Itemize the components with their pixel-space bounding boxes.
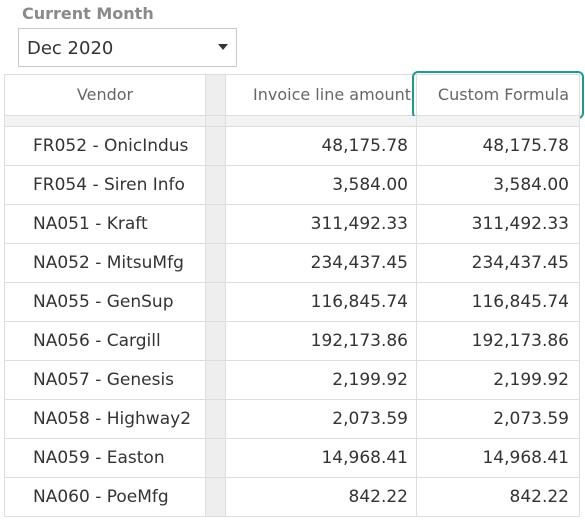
custom-formula-cell: 3,584.00 — [417, 166, 580, 204]
column-header-invoice-line-amount[interactable]: Invoice line amount — [226, 75, 417, 115]
invoice-line-amount-cell: 842.22 — [226, 478, 417, 516]
vendor-table: Vendor Invoice line amount Custom Formul… — [4, 71, 584, 517]
table-spacer-row — [4, 116, 580, 127]
invoice-line-amount-cell: 2,073.59 — [226, 400, 417, 438]
table-body: FR052 - OnicIndus 48,175.78 48,175.78 FR054… — [4, 127, 580, 517]
column-gutter — [205, 205, 226, 243]
custom-formula-cell: 14,968.41 — [417, 439, 580, 477]
invoice-line-amount-cell: 3,584.00 — [226, 166, 417, 204]
column-gutter — [205, 127, 226, 165]
column-gutter — [205, 361, 226, 399]
vendor-cell: FR054 - Siren Info — [4, 166, 205, 204]
vendor-cell: NA058 - Highway2 — [4, 400, 205, 438]
custom-formula-cell: 842.22 — [417, 478, 580, 516]
vendor-cell: NA060 - PoeMfg — [4, 478, 205, 516]
custom-formula-cell: 2,073.59 — [417, 400, 580, 438]
table-row[interactable]: NA057 - Genesis 2,199.92 2,199.92 — [4, 361, 580, 400]
month-select-value: Dec 2020 — [27, 38, 114, 59]
column-gutter — [205, 478, 226, 516]
invoice-line-amount-cell: 14,968.41 — [226, 439, 417, 477]
table-row[interactable]: FR054 - Siren Info 3,584.00 3,584.00 — [4, 166, 580, 205]
vendor-cell: FR052 - OnicIndus — [4, 127, 205, 165]
column-gutter — [205, 439, 226, 477]
vendor-cell: NA052 - MitsuMfg — [4, 244, 205, 282]
vendor-cell: NA051 - Kraft — [4, 205, 205, 243]
table-row[interactable]: NA059 - Easton 14,968.41 14,968.41 — [4, 439, 580, 478]
month-select[interactable]: Dec 2020 — [18, 28, 237, 67]
custom-formula-cell: 2,199.92 — [417, 361, 580, 399]
invoice-line-amount-cell: 192,173.86 — [226, 322, 417, 360]
invoice-line-amount-cell: 116,845.74 — [226, 283, 417, 321]
table-row[interactable]: NA058 - Highway2 2,073.59 2,073.59 — [4, 400, 580, 439]
custom-formula-cell: 116,845.74 — [417, 283, 580, 321]
vendor-cell: NA059 - Easton — [4, 439, 205, 477]
column-header-custom-formula[interactable]: Custom Formula — [417, 75, 580, 115]
custom-formula-cell: 192,173.86 — [417, 322, 580, 360]
table-header: Vendor Invoice line amount Custom Formul… — [4, 71, 584, 119]
spacer-cell — [4, 116, 205, 126]
table-row[interactable]: NA052 - MitsuMfg 234,437.45 234,437.45 — [4, 244, 580, 283]
invoice-line-amount-cell: 48,175.78 — [226, 127, 417, 165]
vendor-cell: NA055 - GenSup — [4, 283, 205, 321]
table-row[interactable]: FR052 - OnicIndus 48,175.78 48,175.78 — [4, 127, 580, 166]
spacer-cell — [417, 116, 580, 126]
custom-formula-cell: 311,492.33 — [417, 205, 580, 243]
column-gutter — [205, 244, 226, 282]
column-gutter — [205, 75, 226, 115]
invoice-line-amount-cell: 234,437.45 — [226, 244, 417, 282]
table-row[interactable]: NA056 - Cargill 192,173.86 192,173.86 — [4, 322, 580, 361]
chevron-down-icon[interactable] — [218, 44, 228, 50]
custom-formula-cell: 48,175.78 — [417, 127, 580, 165]
table-row[interactable]: NA051 - Kraft 311,492.33 311,492.33 — [4, 205, 580, 244]
table-row[interactable]: NA055 - GenSup 116,845.74 116,845.74 — [4, 283, 580, 322]
invoice-line-amount-cell: 311,492.33 — [226, 205, 417, 243]
column-gutter — [205, 166, 226, 204]
vendor-cell: NA057 - Genesis — [4, 361, 205, 399]
column-gutter — [205, 400, 226, 438]
column-gutter — [205, 116, 226, 126]
column-gutter — [205, 322, 226, 360]
custom-formula-cell: 234,437.45 — [417, 244, 580, 282]
current-month-label: Current Month — [22, 4, 154, 23]
column-gutter — [205, 283, 226, 321]
table-row[interactable]: NA060 - PoeMfg 842.22 842.22 — [4, 478, 580, 517]
spacer-cell — [226, 116, 417, 126]
column-header-vendor[interactable]: Vendor — [4, 75, 205, 115]
vendor-cell: NA056 - Cargill — [4, 322, 205, 360]
invoice-line-amount-cell: 2,199.92 — [226, 361, 417, 399]
